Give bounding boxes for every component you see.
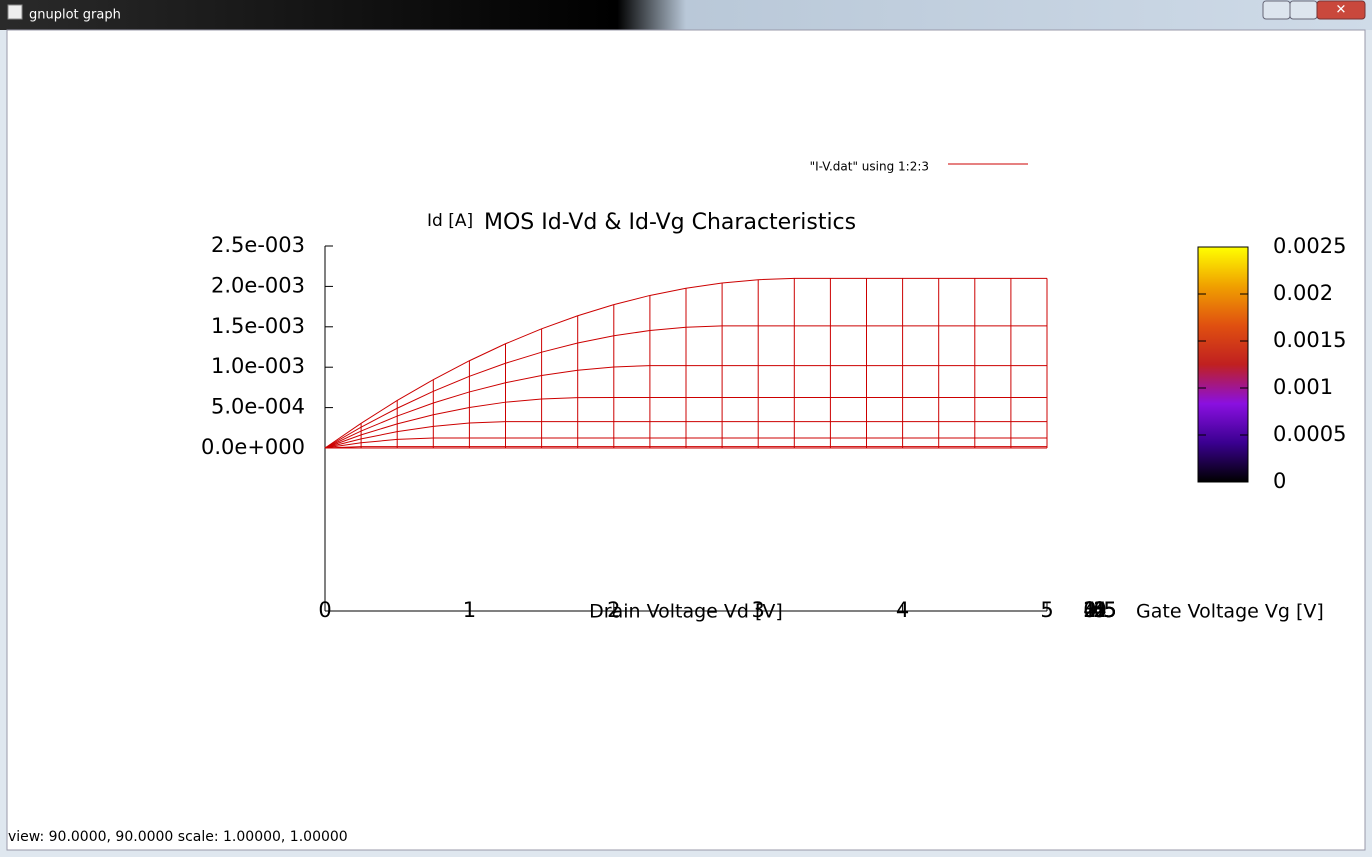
- id-vd-curve: [324, 277, 1047, 449]
- y-tick-label: 5.0e-004: [211, 395, 305, 419]
- colorbar-tick-label: 0.0025: [1273, 234, 1346, 258]
- id-vd-curve: [324, 446, 1047, 449]
- gate-tick-label: 4: [1093, 598, 1106, 622]
- gate-tick-label: 3.5: [1083, 598, 1116, 622]
- gate-tick-label: 4.5: [1083, 598, 1116, 622]
- gate-tick-label: 2.5: [1083, 598, 1116, 622]
- app-icon: [7, 4, 23, 20]
- colorbar: [1197, 246, 1249, 483]
- minimize-button[interactable]: [1262, 0, 1291, 20]
- id-vd-curve: [324, 421, 1047, 449]
- id-vd-curve: [324, 365, 1047, 449]
- colorbar-tick-label: 0.0015: [1273, 328, 1346, 352]
- window-title: gnuplot graph: [29, 8, 121, 23]
- colorbar-tick-label: 0.0005: [1273, 422, 1346, 446]
- id-vd-curve: [324, 325, 1047, 449]
- gate-tick-label: 0.5: [1083, 598, 1116, 622]
- y-tick-label: 1.5e-003: [211, 314, 305, 338]
- y-tick-label: 2.0e-003: [211, 273, 305, 297]
- colorbar-tick-label: 0.002: [1273, 281, 1333, 305]
- y-axis-label: Id [A]: [427, 211, 473, 231]
- x-axis-label: Drain Voltage Vd [V]: [589, 601, 783, 623]
- close-glyph: ✕: [1336, 3, 1347, 18]
- gate-axis-label: Gate Voltage Vg [V]: [1136, 601, 1324, 623]
- id-vd-curve: [324, 397, 1047, 449]
- title-bar: [0, 0, 1372, 30]
- colorbar-tick-label: 0.001: [1273, 375, 1333, 399]
- status-text: view: 90.0000, 90.0000 scale: 1.00000, 1…: [8, 829, 348, 845]
- id-vd-curve: [324, 437, 1047, 449]
- gate-tick-label: 3: [1093, 598, 1106, 622]
- y-tick-label: 2.5e-003: [211, 233, 305, 257]
- gate-tick-label: 5: [1093, 598, 1106, 622]
- legend-label: "I-V.dat" using 1:2:3: [810, 160, 929, 174]
- gate-tick-label: 1.5: [1083, 598, 1116, 622]
- chart-title: MOS Id-Vd & Id-Vg Characteristics: [484, 210, 856, 235]
- gate-tick-label: 0: [1093, 598, 1106, 622]
- maximize-button[interactable]: [1289, 0, 1318, 20]
- gate-tick-label: 1: [1093, 598, 1106, 622]
- gate-tick-label: 2: [1093, 598, 1106, 622]
- colorbar-tick-label: 0: [1273, 469, 1286, 493]
- close-button[interactable]: [1316, 0, 1366, 20]
- y-tick-label: 0.0e+000: [201, 435, 305, 459]
- y-tick-label: 1.0e-003: [211, 354, 305, 378]
